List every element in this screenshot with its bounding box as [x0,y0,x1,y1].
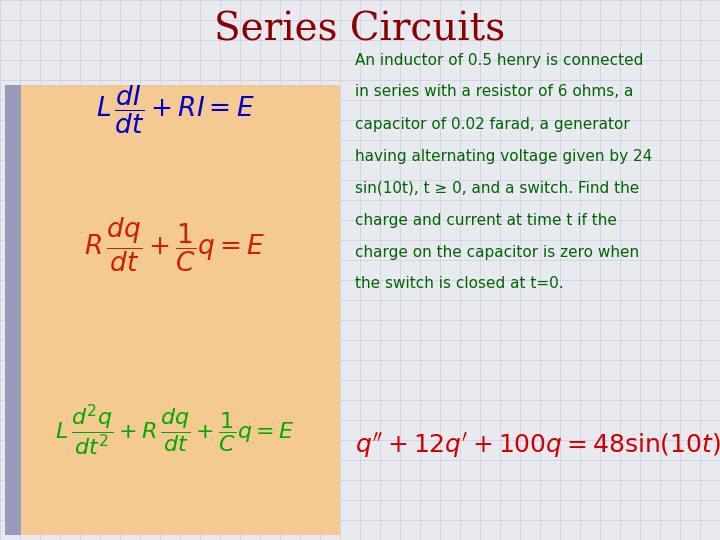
Text: $L\,\dfrac{dI}{dt} + RI = E$: $L\,\dfrac{dI}{dt} + RI = E$ [96,84,254,136]
Text: Series Circuits: Series Circuits [215,11,505,49]
Text: $R\,\dfrac{dq}{dt} + \dfrac{1}{C}q = E$: $R\,\dfrac{dq}{dt} + \dfrac{1}{C}q = E$ [84,216,266,274]
Text: the switch is closed at t=0.: the switch is closed at t=0. [355,276,564,292]
Text: $L\,\dfrac{d^2q}{dt^2} + R\,\dfrac{dq}{dt} + \dfrac{1}{C}q = E$: $L\,\dfrac{d^2q}{dt^2} + R\,\dfrac{dq}{d… [55,402,294,458]
Text: charge on the capacitor is zero when: charge on the capacitor is zero when [355,245,639,260]
Text: capacitor of 0.02 farad, a generator: capacitor of 0.02 farad, a generator [355,117,630,132]
Text: $q'' + 12q' + 100q = 48\sin(10t)$: $q'' + 12q' + 100q = 48\sin(10t)$ [355,430,720,460]
Text: sin(10t), t ≥ 0, and a switch. Find the: sin(10t), t ≥ 0, and a switch. Find the [355,180,639,195]
Text: An inductor of 0.5 henry is connected: An inductor of 0.5 henry is connected [355,52,644,68]
Polygon shape [5,85,21,535]
Text: in series with a resistor of 6 ohms, a: in series with a resistor of 6 ohms, a [355,84,634,99]
Text: having alternating voltage given by 24: having alternating voltage given by 24 [355,148,652,164]
Polygon shape [5,85,340,535]
Text: charge and current at time t if the: charge and current at time t if the [355,213,617,227]
